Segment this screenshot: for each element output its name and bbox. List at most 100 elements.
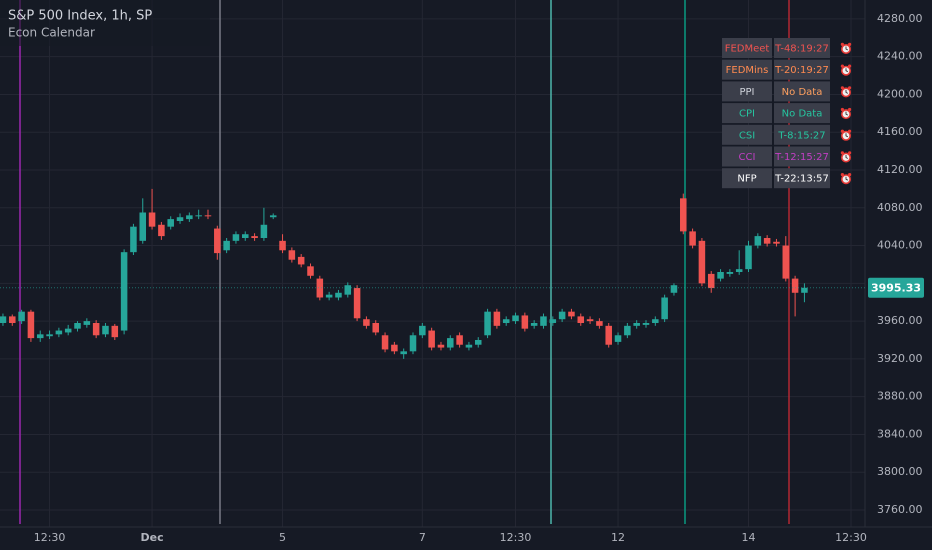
alarm-icon [848, 129, 852, 133]
candle-body [36, 334, 44, 339]
candle-body [521, 315, 529, 329]
candle-body [773, 241, 780, 244]
table-cell [774, 124, 830, 145]
x-tick-label: Dec [141, 531, 164, 544]
candle-body [120, 252, 128, 331]
candle-body [381, 335, 389, 350]
candle-body [214, 228, 221, 254]
candle-body [642, 323, 650, 325]
candle-body [680, 198, 687, 232]
candle-body [27, 311, 35, 339]
candle-body [139, 212, 147, 241]
table-cell [774, 81, 830, 102]
y-tick-label: 4160.00 [877, 125, 923, 138]
candle-body [204, 215, 212, 217]
candle-body [55, 330, 63, 335]
alarm-icon [840, 107, 845, 112]
event-name: FEDMeet [725, 44, 770, 55]
candle-body [223, 240, 230, 251]
y-tick-label: 4120.00 [877, 163, 923, 176]
x-tick-label: 12:30 [500, 531, 532, 544]
event-countdown: No Data [782, 109, 823, 120]
y-tick-label: 4240.00 [877, 50, 923, 63]
candle-body [279, 240, 286, 251]
candle-body [242, 234, 249, 238]
candle-body [325, 294, 333, 298]
alarm-icon [848, 173, 852, 177]
candle-body [549, 319, 557, 323]
candle-body [726, 272, 734, 274]
candle-body [540, 316, 547, 326]
alarm-icon [845, 133, 849, 138]
candle-body [111, 325, 119, 338]
candle-body [419, 325, 426, 336]
candle-body [652, 319, 659, 323]
candle-body [782, 245, 790, 279]
candle-body [400, 351, 407, 355]
candle-body [624, 325, 631, 336]
candle-body [474, 340, 482, 345]
y-tick-label: 4080.00 [877, 201, 923, 214]
alarm-icon [840, 86, 845, 90]
candle-body [269, 215, 277, 218]
candle-body [148, 212, 156, 227]
candle-body [363, 319, 370, 326]
alarm-icon [845, 155, 849, 159]
candle-body [353, 288, 361, 319]
candle-body [251, 236, 258, 238]
candle-body [745, 245, 752, 270]
candle-body [633, 323, 640, 326]
candle-body [530, 323, 538, 326]
candle-body [18, 311, 25, 322]
candle-body [74, 323, 81, 329]
event-name: PPI [739, 87, 754, 98]
candle-body [167, 219, 174, 227]
table-cell [774, 146, 830, 167]
candle-body [9, 316, 16, 323]
candle-body [689, 231, 696, 246]
candle-body [698, 240, 706, 284]
event-name: CPI [739, 109, 755, 120]
candle-body [707, 273, 715, 289]
table-cell [722, 103, 772, 124]
alarm-icon [848, 64, 852, 68]
alarm-icon [845, 68, 849, 73]
candle-body [344, 285, 352, 295]
candle-body [568, 311, 575, 317]
alarm-icon [840, 173, 845, 177]
candle-body [493, 311, 501, 326]
candle-body [428, 330, 435, 348]
candle-body [661, 297, 668, 320]
table-cell [722, 146, 772, 167]
alarm-icon [848, 42, 852, 47]
event-countdown: T-20:19:27 [774, 65, 829, 76]
alarm-icon [848, 107, 852, 112]
event-countdown: T-48:19:27 [774, 44, 829, 55]
candle-body [176, 217, 184, 221]
y-tick-label: 3920.00 [877, 352, 923, 365]
alarm-icon [840, 42, 845, 47]
candle-body [456, 335, 463, 345]
event-countdown: No Data [782, 87, 823, 98]
alarm-icon [848, 151, 852, 155]
candle-body [791, 278, 799, 293]
candle-body [260, 224, 268, 238]
alarm-icon [848, 86, 852, 90]
event-name: CCI [739, 152, 756, 163]
y-tick-label: 3840.00 [877, 427, 923, 440]
candle-body [670, 285, 678, 293]
x-tick-label: 5 [279, 531, 286, 544]
alarm-icon [845, 89, 849, 94]
candle-body [512, 315, 519, 322]
candle-body [297, 256, 305, 265]
candle-body [130, 226, 137, 253]
grid [0, 0, 865, 527]
candle-body [437, 344, 445, 348]
y-tick-label: 3960.00 [877, 314, 923, 327]
y-tick-label: 3880.00 [877, 390, 923, 403]
candles [0, 188, 808, 359]
y-tick-label: 4200.00 [877, 87, 923, 100]
last-price-label: 3995.33 [871, 282, 921, 295]
table-cell [722, 81, 772, 102]
candle-body [577, 316, 585, 323]
